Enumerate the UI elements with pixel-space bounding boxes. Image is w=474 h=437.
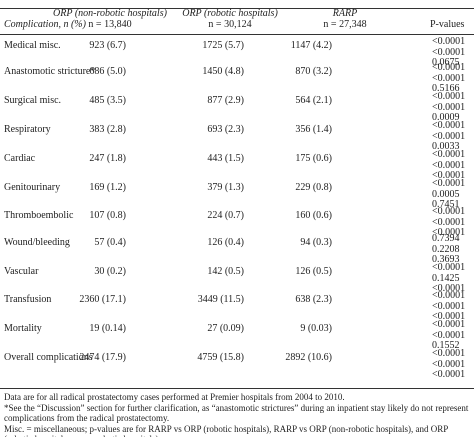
column-n: n = 13,840 xyxy=(88,19,132,30)
p-value: <0.0001 xyxy=(432,130,466,142)
row-label: Genitourinary xyxy=(4,182,61,193)
row-label: Transfusion xyxy=(4,294,52,305)
cell: 19 (0.14) xyxy=(89,323,126,334)
row-label: Mortality xyxy=(4,323,42,334)
cell: 160 (0.6) xyxy=(295,210,332,221)
row-label: Vascular xyxy=(4,266,39,277)
footnote: Misc. = miscellaneous; p-values are for … xyxy=(4,424,448,437)
row-label: Respiratory xyxy=(4,124,51,135)
p-value: 0.1425 xyxy=(432,272,460,284)
p-value: <0.0001 xyxy=(432,149,466,160)
p-value: <0.0001 xyxy=(432,91,466,102)
p-value: 0.3693 xyxy=(432,254,460,265)
cell: 126 (0.4) xyxy=(207,237,244,248)
cell: 2892 (10.6) xyxy=(285,352,332,363)
p-value: <0.0001 xyxy=(432,178,466,189)
row-label: Cardiac xyxy=(4,153,36,164)
p-value: <0.0001 xyxy=(432,36,466,47)
p-value: <0.0001 xyxy=(432,319,466,330)
p-value: <0.0001 xyxy=(432,290,466,301)
cell: 356 (1.4) xyxy=(295,124,332,135)
cell: 564 (2.1) xyxy=(295,95,332,106)
cell: 30 (0.2) xyxy=(94,266,126,277)
p-value: <0.0001 xyxy=(432,120,466,131)
cell: 224 (0.7) xyxy=(207,210,244,221)
cell: 247 (1.8) xyxy=(89,153,126,164)
bottom-rule xyxy=(0,388,474,389)
cell: 686 (5.0) xyxy=(89,66,126,77)
p-value: 0.7394 xyxy=(432,233,460,244)
cell: 1725 (5.7) xyxy=(202,40,244,51)
row-label: Thromboembolic xyxy=(4,210,74,221)
p-value: 0.7451 xyxy=(432,199,460,210)
cell: 485 (3.5) xyxy=(89,95,126,106)
cell: 638 (2.3) xyxy=(295,294,332,305)
footnote: *See the “Discussion” section for furthe… xyxy=(4,403,469,423)
column-name: ORP (robotic hospitals) xyxy=(182,8,278,19)
cell: 94 (0.3) xyxy=(300,237,332,248)
cell: 142 (0.5) xyxy=(207,266,244,277)
p-value: <0.0001 xyxy=(432,170,466,181)
p-value: 0.0005 xyxy=(432,188,460,200)
cell: 229 (0.8) xyxy=(295,182,332,193)
cell: 1450 (4.8) xyxy=(202,66,244,77)
row-label: Overall complications xyxy=(4,352,93,363)
cell: 175 (0.6) xyxy=(295,153,332,164)
p-value: 0.2208 xyxy=(432,243,460,255)
p-value: <0.0001 xyxy=(432,62,466,73)
row-label: Anastomotic stricture* xyxy=(4,66,96,77)
cell: 877 (2.9) xyxy=(207,95,244,106)
cell: 3449 (11.5) xyxy=(197,294,244,305)
p-value: 0.0009 xyxy=(432,112,460,123)
top-rule xyxy=(0,8,474,9)
cell: 693 (2.3) xyxy=(207,124,244,135)
p-value: <0.0001 xyxy=(432,159,466,171)
p-value: <0.0001 xyxy=(432,311,466,322)
p-value: <0.0001 xyxy=(432,329,466,341)
p-value: 0.5166 xyxy=(432,83,460,94)
cell: 4759 (15.8) xyxy=(197,352,244,363)
p-value: <0.0001 xyxy=(432,283,466,294)
cell: 383 (2.8) xyxy=(89,124,126,135)
column-name: ORP (non-robotic hospitals) xyxy=(53,8,167,19)
cell: 923 (6.7) xyxy=(89,40,126,51)
p-value: 0.0033 xyxy=(432,141,460,152)
cell: 1147 (4.2) xyxy=(290,40,332,51)
p-value: <0.0001 xyxy=(432,358,466,370)
cell: 169 (1.2) xyxy=(89,182,126,193)
cell: 126 (0.5) xyxy=(295,266,332,277)
cell: 2360 (17.1) xyxy=(79,294,126,305)
p-value: 0.1552 xyxy=(432,340,460,351)
cell: 57 (0.4) xyxy=(94,237,126,248)
p-value: <0.0001 xyxy=(432,262,466,273)
row-label: Surgical misc. xyxy=(4,95,62,106)
p-value: <0.0001 xyxy=(432,216,466,228)
row-label: Wound/bleeding xyxy=(4,237,70,248)
cell: 27 (0.09) xyxy=(207,323,244,334)
row-label: Medical misc. xyxy=(4,40,61,51)
p-value: <0.0001 xyxy=(432,72,466,84)
cell: 870 (3.2) xyxy=(295,66,332,77)
cell: 9 (0.03) xyxy=(300,323,332,334)
cell: 443 (1.5) xyxy=(207,153,244,164)
column-n: n = 27,348 xyxy=(323,19,367,30)
cell: 2474 (17.9) xyxy=(79,352,126,363)
p-value: <0.0001 xyxy=(432,101,466,113)
cell: 379 (1.3) xyxy=(207,182,244,193)
p-value: <0.0001 xyxy=(432,227,466,238)
cell: 107 (0.8) xyxy=(89,210,126,221)
column-name: RARP xyxy=(332,8,358,19)
header-rule xyxy=(0,34,474,35)
p-value: 0.0675 xyxy=(432,57,460,68)
p-value: <0.0001 xyxy=(432,206,466,217)
p-value: <0.0001 xyxy=(432,46,466,58)
p-value: <0.0001 xyxy=(432,348,466,359)
footnote: Data are for all radical prostatectomy c… xyxy=(4,392,345,402)
p-value: <0.0001 xyxy=(432,300,466,312)
column-n: n = 30,124 xyxy=(208,19,252,30)
p-header: P-values xyxy=(430,19,465,30)
header-label: Complication, n (%) xyxy=(4,19,86,30)
p-value: <0.0001 xyxy=(432,369,466,380)
